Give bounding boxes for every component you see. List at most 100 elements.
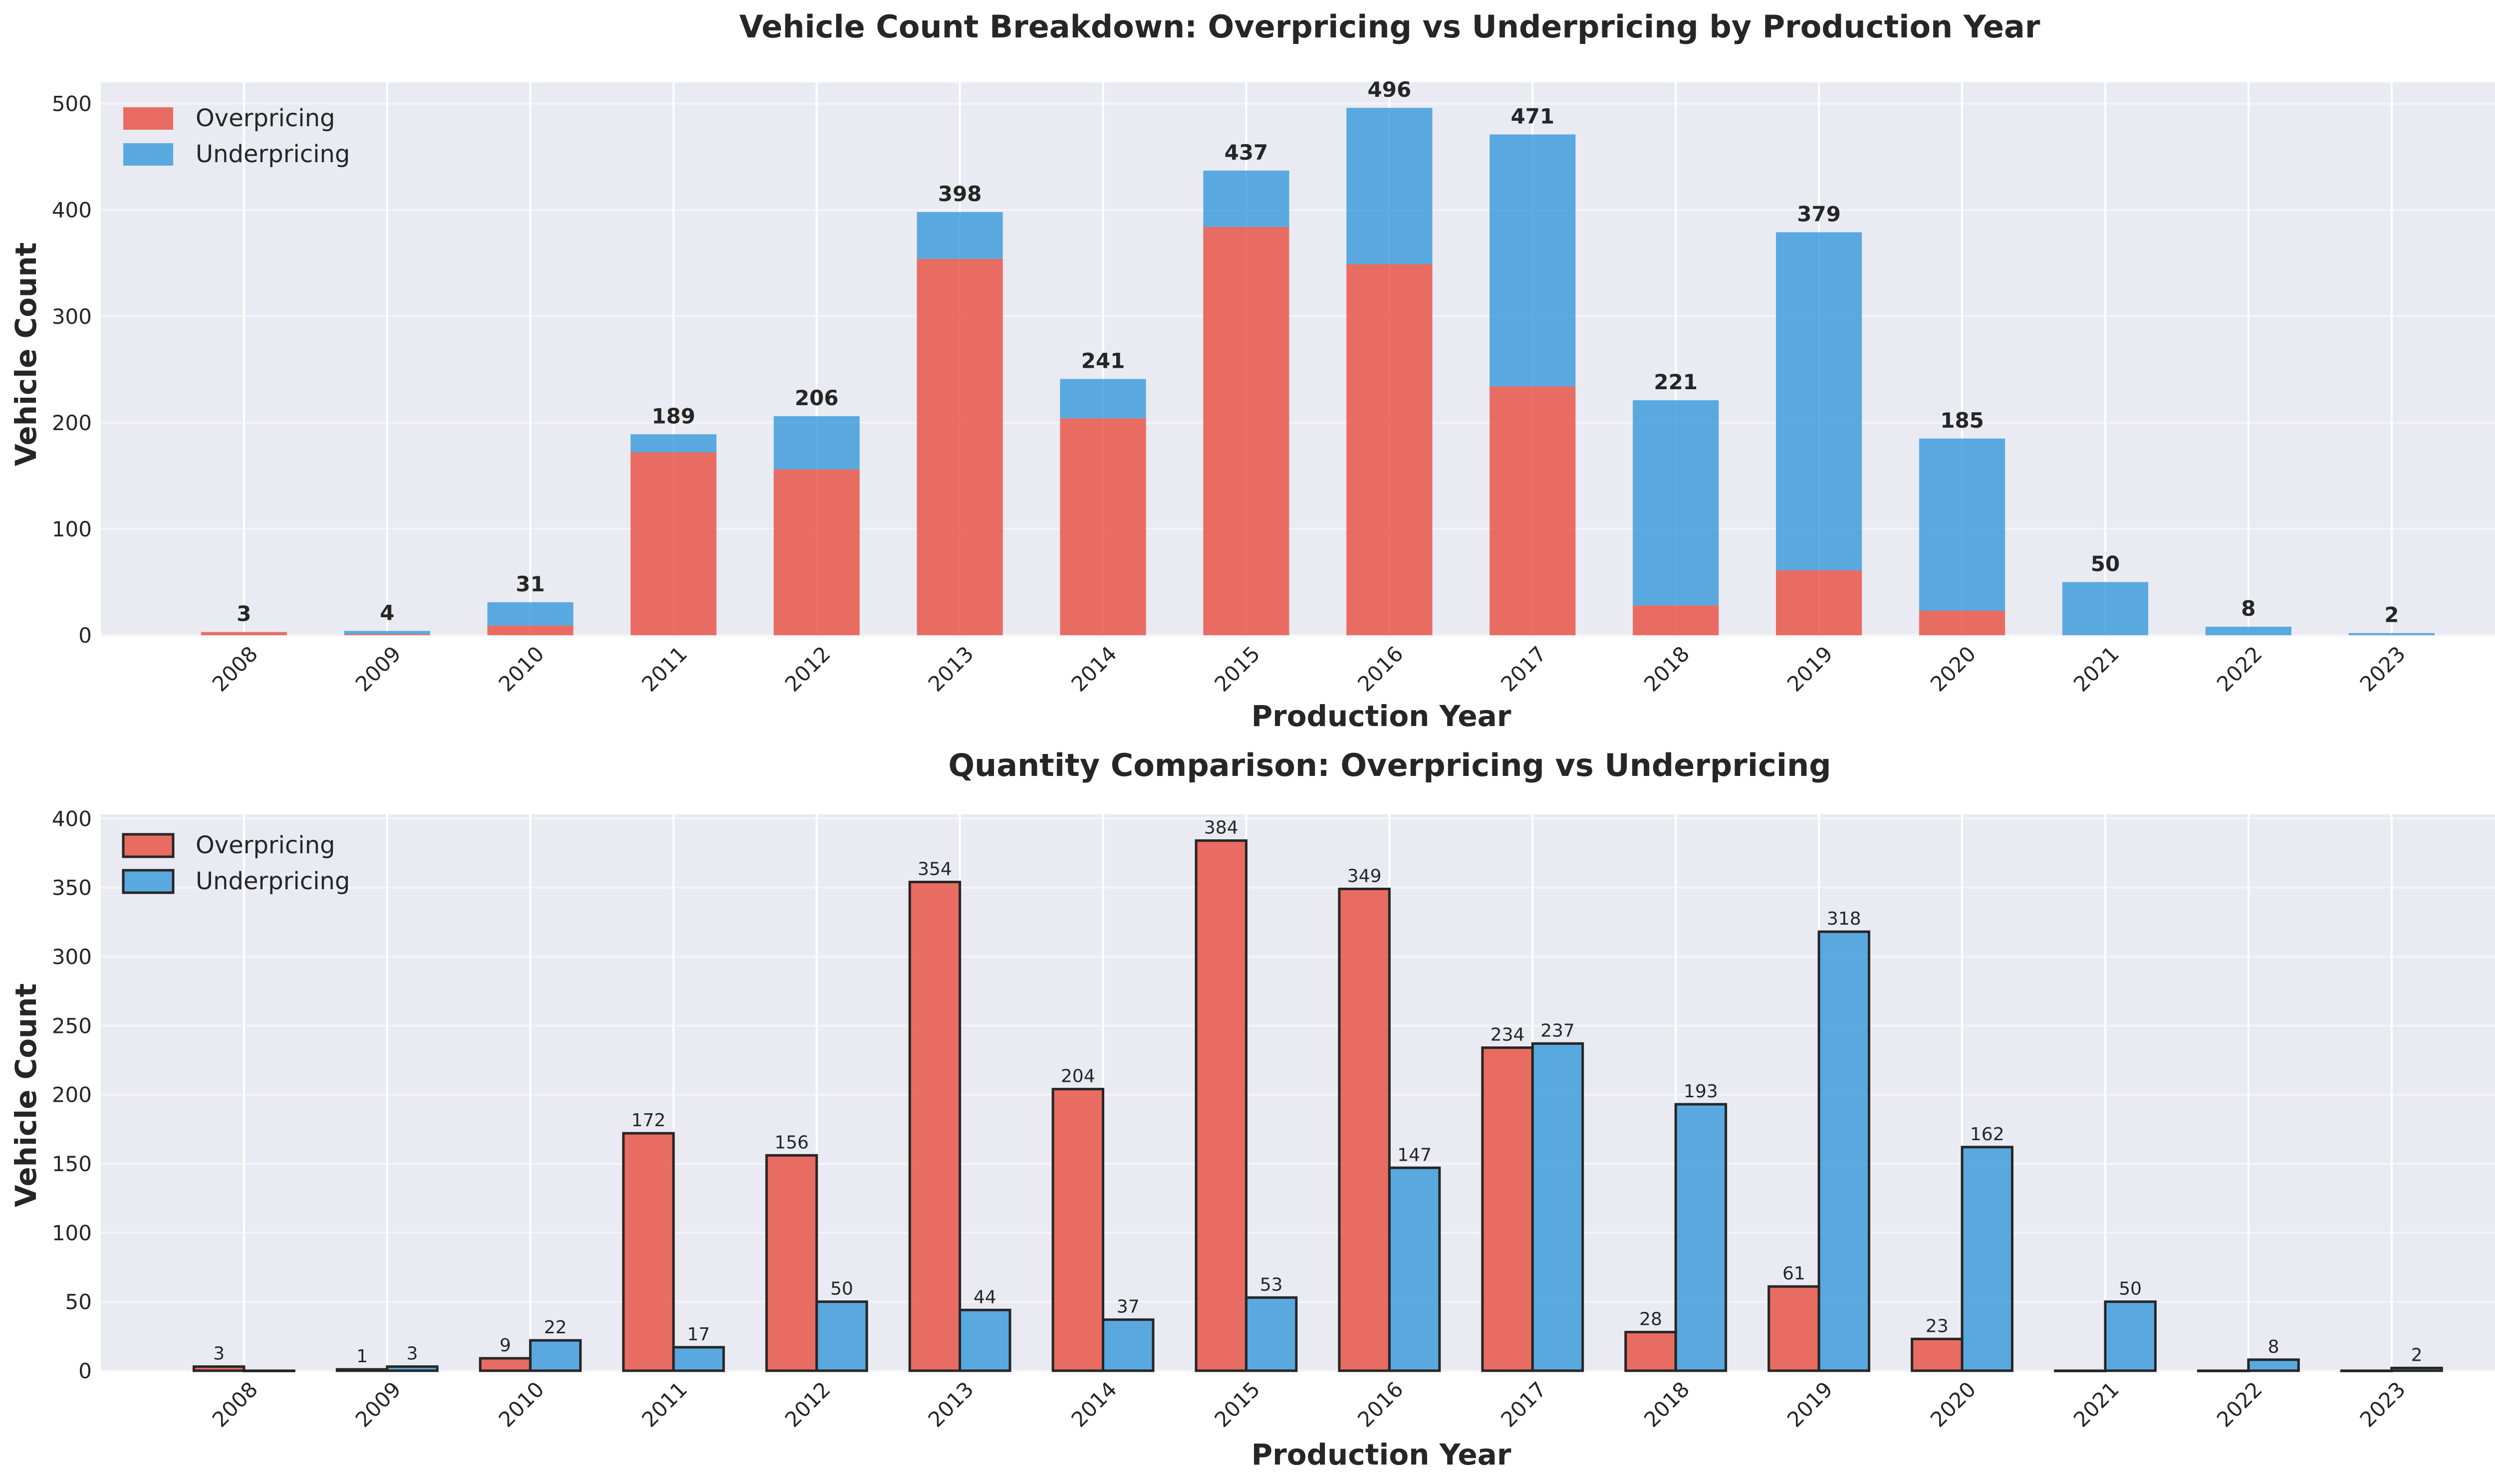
- total-label: 189: [652, 404, 696, 428]
- x-tick-label: 2018: [1639, 1377, 1694, 1432]
- bar-overpricing: [1203, 227, 1289, 635]
- legend-bottom: Overpricing Underpricing: [122, 831, 350, 895]
- y-tick-label: 50: [65, 1290, 92, 1314]
- bar-underpricing: [2104, 1300, 2157, 1372]
- total-label: 496: [1368, 77, 1412, 102]
- value-label-overpricing: 156: [774, 1132, 809, 1153]
- total-label: 2: [2384, 603, 2399, 627]
- bar-overpricing: [1490, 386, 1576, 635]
- y-tick-label: 500: [52, 92, 92, 116]
- value-label-overpricing: 354: [918, 859, 952, 880]
- plot-area-top: [101, 82, 2495, 635]
- x-ticks-bottom: 2008 2009 2010 2011 2012 2013 2014 2015 2016 2017…: [208, 1377, 2410, 1432]
- legend-top: Overpricing Underpricing: [123, 104, 350, 168]
- bar-underpricing: [815, 1300, 868, 1372]
- bar-underpricing: [1101, 1318, 1155, 1372]
- value-label-underpricing: 2: [2411, 1345, 2423, 1365]
- value-label-overpricing: 204: [1061, 1066, 1095, 1087]
- value-label-overpricing: 234: [1491, 1025, 1525, 1045]
- bar-overpricing: [1919, 610, 2005, 635]
- x-tick-label: 2019: [1782, 1377, 1837, 1432]
- x-tick-label: 2013: [923, 641, 978, 696]
- value-label-underpricing: 162: [1970, 1124, 2004, 1145]
- bar-underpricing: [1388, 1166, 1441, 1372]
- x-tick-label: 2016: [1353, 1377, 1408, 1432]
- y-tick-label: 400: [52, 198, 92, 223]
- x-tick-label: 2010: [494, 1377, 549, 1432]
- bar-overpricing: [630, 452, 717, 635]
- bars-top: [201, 108, 2435, 635]
- value-label-underpricing: 8: [2268, 1337, 2279, 1357]
- y-ticks-top: 0 100 200 300 400 500: [52, 92, 92, 648]
- value-label-underpricing: 17: [687, 1324, 710, 1345]
- x-tick-label: 2020: [1926, 641, 1981, 696]
- bar-underpricing: [1919, 438, 2005, 611]
- total-label: 437: [1225, 140, 1268, 165]
- total-label: 206: [795, 386, 839, 410]
- bar-overpricing: [1346, 264, 1433, 635]
- bar-overpricing: [201, 632, 287, 635]
- x-tick-label: 2013: [923, 1377, 978, 1432]
- value-label-overpricing: 172: [631, 1110, 666, 1131]
- bar-underpricing: [1817, 930, 1871, 1372]
- bar-underpricing: [2062, 582, 2149, 635]
- bar-underpricing: [1961, 1146, 2013, 1372]
- bar-overpricing: [1051, 1088, 1104, 1372]
- bar-underpricing: [2390, 1366, 2443, 1372]
- value-label-overpricing: 9: [499, 1335, 511, 1356]
- bar-overpricing: [1338, 887, 1391, 1372]
- bar-underpricing: [1674, 1103, 1728, 1372]
- x-tick-label: 2009: [351, 641, 406, 696]
- value-label-underpricing: 44: [974, 1287, 997, 1307]
- bar-overpricing: [1633, 605, 1719, 635]
- bar-underpricing: [917, 212, 1003, 259]
- bar-overpricing: [917, 258, 1003, 635]
- bar-overpricing: [344, 634, 430, 635]
- bar-overpricing: [1624, 1331, 1677, 1372]
- legend-swatch-overpricing: [122, 833, 175, 858]
- y-ticks-bottom: 0 50 100 150 200 250 300 350 400: [52, 806, 92, 1383]
- stacked-bar-chart: Vehicle Count Breakdown: Overpricing vs …: [9, 8, 2495, 733]
- value-label-underpricing: 53: [1260, 1274, 1283, 1295]
- legend-label-overpricing: Overpricing: [196, 831, 335, 859]
- value-label-underpricing: 22: [544, 1317, 567, 1338]
- x-tick-label: 2018: [1639, 641, 1694, 696]
- total-label: 379: [1797, 202, 1841, 226]
- bar-underpricing: [1245, 1296, 1298, 1372]
- value-label-underpricing: 3: [407, 1344, 418, 1364]
- plot-area-bottom: [101, 814, 2495, 1371]
- x-tick-label: 2015: [1210, 641, 1264, 696]
- total-label: 185: [1940, 408, 1984, 433]
- x-tick-label: 2020: [1926, 1377, 1981, 1432]
- y-tick-label: 400: [52, 806, 92, 831]
- value-label-overpricing: 3: [213, 1344, 225, 1364]
- value-label-underpricing: 147: [1397, 1145, 1432, 1165]
- value-label-overpricing: 61: [1782, 1263, 1805, 1284]
- value-label-underpricing: 237: [1540, 1020, 1575, 1041]
- total-label: 398: [938, 182, 982, 206]
- legend-label-underpricing: Underpricing: [196, 867, 350, 895]
- value-label-underpricing: 193: [1684, 1081, 1718, 1102]
- legend-label-overpricing: Overpricing: [196, 104, 335, 132]
- bar-overpricing: [1911, 1337, 1964, 1372]
- value-label-overpricing: 384: [1204, 818, 1239, 838]
- x-tick-label: 2008: [208, 1377, 262, 1432]
- x-tick-label: 2008: [208, 641, 262, 696]
- bar-underpricing: [1490, 134, 1576, 387]
- bar-underpricing: [773, 416, 860, 470]
- y-tick-label: 150: [52, 1152, 92, 1176]
- y-tick-label: 200: [52, 411, 92, 435]
- x-tick-label: 2019: [1782, 641, 1837, 696]
- x-ticks-top: 2008 2009 2010 2011 2012 2013 2014 2015 2016 2017…: [208, 641, 2410, 696]
- y-tick-label: 200: [52, 1083, 92, 1107]
- y-tick-label: 100: [52, 1221, 92, 1245]
- bar-overpricing: [908, 881, 962, 1372]
- x-tick-label: 2023: [2355, 641, 2410, 696]
- y-tick-label: 0: [78, 623, 92, 648]
- value-labels-bottom: 3 1 3 9 22 172 17 156 50 354 44 204 37 384 53 349 147 234…: [213, 818, 2422, 1367]
- bars-bottom: [193, 839, 2443, 1372]
- x-tick-label: 2021: [2069, 1377, 2124, 1432]
- bar-underpricing: [386, 1365, 439, 1372]
- bar-underpricing: [630, 434, 717, 453]
